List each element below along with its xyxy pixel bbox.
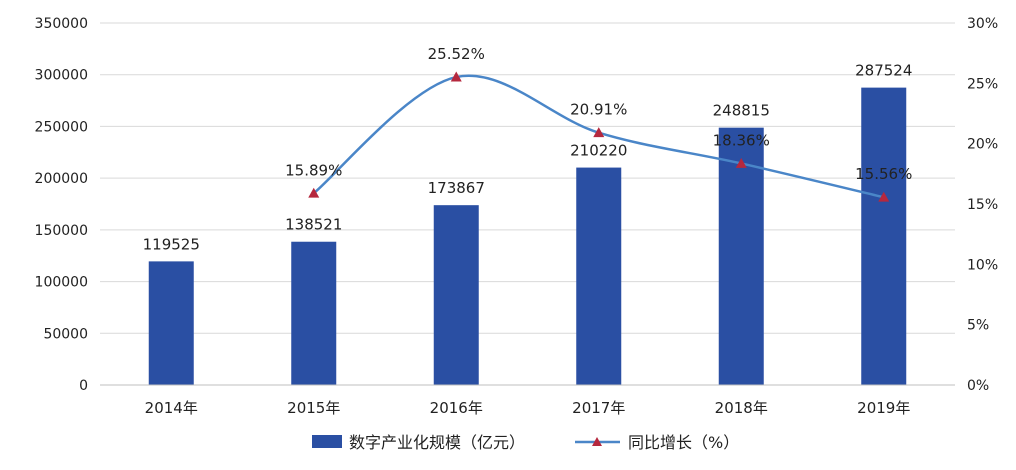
line-data-label: 15.56% (855, 165, 912, 183)
legend-line-label: 同比增长（%） (628, 433, 739, 452)
line-data-label: 25.52% (428, 45, 485, 63)
line-point-marker (450, 71, 462, 82)
line-point-marker (593, 127, 605, 138)
left-tick-label: 150000 (35, 223, 88, 239)
line-point-marker (878, 191, 890, 202)
right-axis-ticks: 0% 5% 10% 15% 20% 25% 30% (967, 16, 998, 394)
bar-data-labels: 119525 138521 173867 210220 248815 287524 (143, 62, 913, 254)
x-tick-label: 2014年 (145, 399, 198, 417)
line-data-label: 18.36% (713, 131, 770, 149)
bar (861, 87, 907, 385)
bar-data-label: 287524 (855, 62, 912, 80)
left-tick-label: 0 (79, 378, 88, 394)
bar-series (148, 87, 907, 385)
line-series (308, 71, 890, 202)
left-tick-label: 350000 (35, 16, 88, 32)
left-axis-ticks: 0 50000 100000 150000 200000 250000 300000 3500… (35, 16, 88, 394)
legend-bar-swatch (312, 435, 342, 448)
right-tick-label: 20% (967, 137, 998, 153)
left-tick-label: 100000 (35, 275, 88, 291)
bar-data-label: 173867 (428, 179, 485, 197)
left-tick-label: 250000 (35, 119, 88, 135)
line-data-label: 20.91% (570, 101, 627, 119)
line-point-marker (308, 187, 320, 198)
line-data-label: 15.89% (285, 161, 342, 179)
right-tick-label: 5% (967, 318, 989, 334)
x-tick-label: 2016年 (430, 399, 483, 417)
legend: 数字产业化规模（亿元） 同比增长（%） (312, 433, 739, 452)
right-tick-label: 15% (967, 197, 998, 213)
x-tick-label: 2019年 (857, 399, 910, 417)
legend-line-marker (592, 437, 602, 446)
x-tick-label: 2015年 (287, 399, 340, 417)
right-tick-label: 10% (967, 257, 998, 273)
line-data-labels: 15.89% 25.52% 20.91% 18.36% 15.56% (285, 45, 912, 183)
bar-data-label: 248815 (713, 102, 770, 120)
x-tick-label: 2018年 (715, 399, 768, 417)
bar (576, 167, 622, 385)
right-tick-label: 25% (967, 76, 998, 92)
right-tick-label: 30% (967, 16, 998, 32)
left-tick-label: 300000 (35, 68, 88, 84)
gridlines (100, 22, 955, 334)
right-tick-label: 0% (967, 378, 989, 394)
bar (148, 261, 194, 385)
left-tick-label: 50000 (43, 326, 88, 342)
legend-bar-label: 数字产业化规模（亿元） (349, 433, 525, 452)
x-axis-ticks: 2014年 2015年 2016年 2017年 2018年 2019年 (145, 399, 911, 417)
left-tick-label: 200000 (35, 171, 88, 187)
x-tick-label: 2017年 (572, 399, 625, 417)
line-point-marker (735, 157, 747, 168)
bar (718, 127, 764, 385)
bar-data-label: 210220 (570, 142, 627, 160)
bar-data-label: 119525 (143, 235, 200, 253)
bar-data-label: 138521 (285, 216, 342, 234)
bar (433, 205, 479, 385)
bar (291, 241, 337, 385)
